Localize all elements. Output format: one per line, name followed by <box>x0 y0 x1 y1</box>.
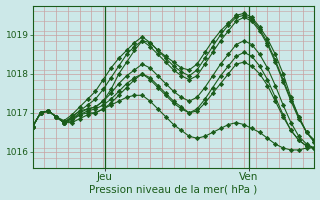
X-axis label: Pression niveau de la mer( hPa ): Pression niveau de la mer( hPa ) <box>90 184 258 194</box>
